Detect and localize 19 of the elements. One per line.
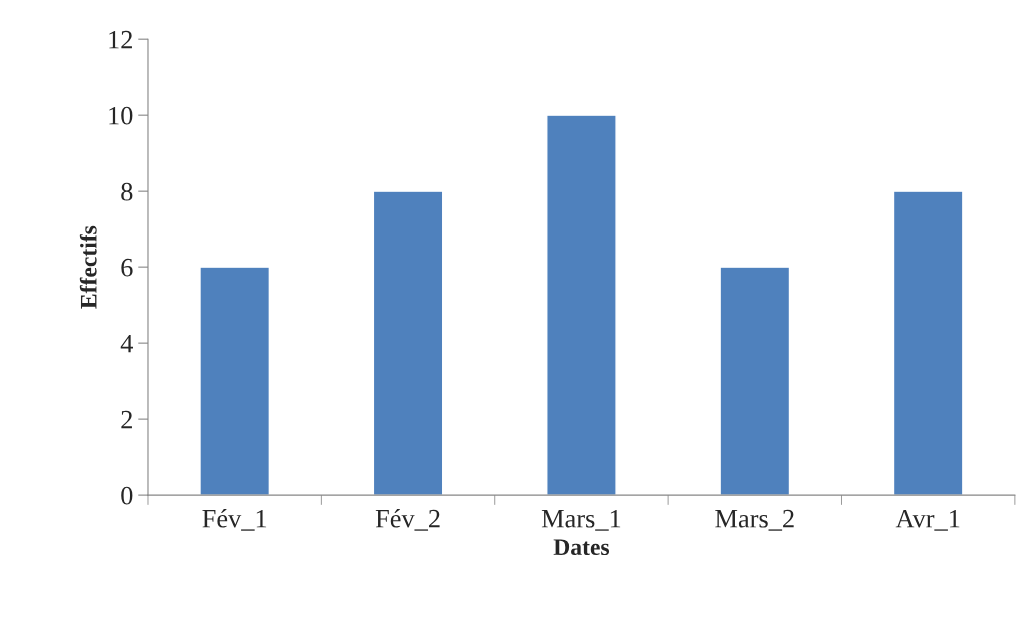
y-tick-label: 8 <box>121 182 133 201</box>
x-tick-label: Fév_1 <box>202 508 267 531</box>
y-tick-label: 6 <box>121 258 133 277</box>
y-tick-label: 10 <box>109 106 133 125</box>
bar <box>372 190 444 496</box>
x-tick-label: Mars_2 <box>715 509 794 531</box>
bar <box>199 266 271 496</box>
y-tick-label: 0 <box>121 486 133 505</box>
x-tick-label: Mars_1 <box>541 509 621 531</box>
x-axis-title: Dates <box>553 539 610 556</box>
bar <box>546 114 617 496</box>
y-axis-title: Effectifs <box>79 225 97 309</box>
y-tick-label: 12 <box>109 30 132 49</box>
bar <box>719 266 791 496</box>
y-tick-label: 4 <box>120 334 133 353</box>
x-tick-label: Fév_2 <box>375 508 440 531</box>
y-tick-label: 2 <box>121 410 132 429</box>
x-tick-label: Avr_1 <box>895 509 960 531</box>
bar <box>892 190 964 496</box>
